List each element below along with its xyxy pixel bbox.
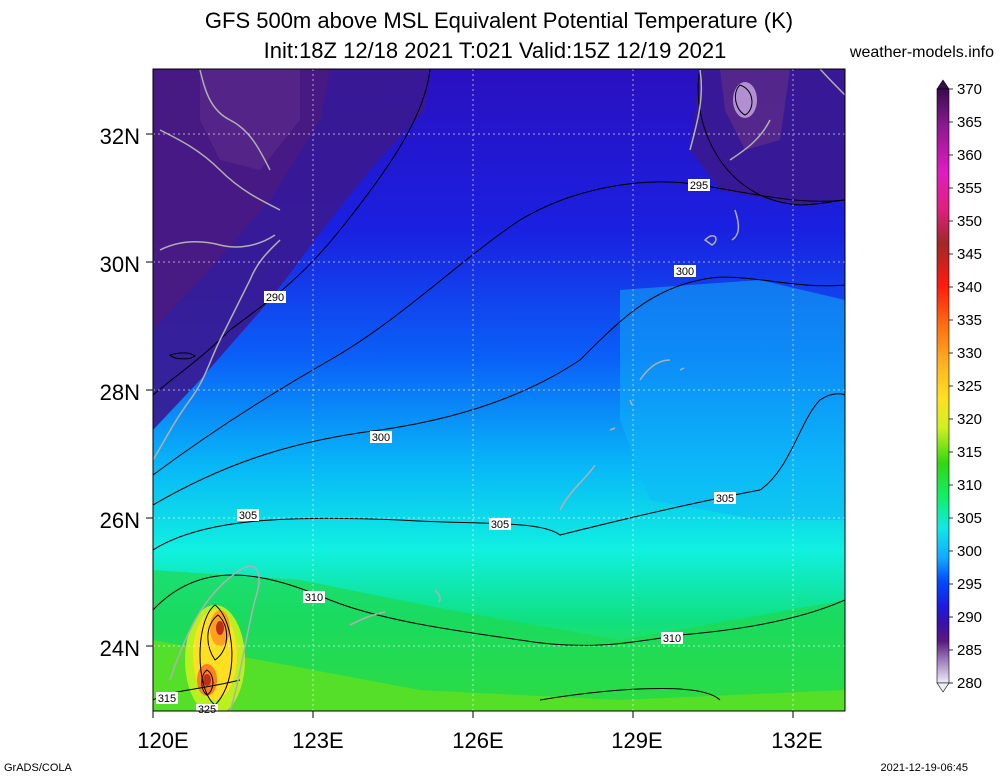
svg-text:310: 310 <box>663 633 681 645</box>
x-axis-labels: 120E 123E 126E 129E 132E <box>137 728 822 753</box>
colorbar-label: 290 <box>957 609 982 626</box>
x-tick: 120E <box>137 728 188 753</box>
ept-field <box>153 69 845 711</box>
contour-labels: 290 295 300 300 305 305 305 310 310 315 … <box>156 179 736 716</box>
contour-label: 310 <box>661 632 683 645</box>
svg-text:315: 315 <box>158 693 176 705</box>
y-tick: 24N <box>100 636 140 661</box>
x-tick: 126E <box>452 728 503 753</box>
colorbar-label: 305 <box>957 510 982 527</box>
svg-text:310: 310 <box>305 592 323 604</box>
svg-text:295: 295 <box>690 180 708 192</box>
colorbar-label: 295 <box>957 576 982 593</box>
colorbar-label: 300 <box>957 543 982 560</box>
colorbar-label: 365 <box>957 114 982 131</box>
contour-label: 305 <box>489 518 511 531</box>
title-line-2: Init:18Z 12/18 2021 T:021 Valid:15Z 12/1… <box>263 38 727 63</box>
colorbar-label: 350 <box>957 213 982 230</box>
footer-timestamp: 2021-12-19-06:45 <box>880 762 968 774</box>
contour-label: 305 <box>714 492 736 505</box>
y-tick: 30N <box>100 252 140 277</box>
colorbar-label: 320 <box>957 411 982 428</box>
contour-label: 300 <box>370 431 392 444</box>
colorbar-label: 330 <box>957 345 982 362</box>
contour-label: 300 <box>674 265 696 278</box>
svg-text:305: 305 <box>716 493 734 505</box>
svg-text:300: 300 <box>372 432 390 444</box>
site-credit: weather-models.info <box>849 44 994 61</box>
y-tick: 26N <box>100 508 140 533</box>
colorbar-label: 345 <box>957 246 982 263</box>
contour-label: 305 <box>237 509 259 522</box>
svg-text:300: 300 <box>676 266 694 278</box>
colorbar-label: 340 <box>957 279 982 296</box>
y-axis-labels: 24N 26N 28N 30N 32N <box>100 124 140 661</box>
x-tick: 123E <box>292 728 343 753</box>
colorbar-label: 310 <box>957 477 982 494</box>
colorbar-label: 315 <box>957 444 982 461</box>
footer-credit: GrADS/COLA <box>4 762 72 774</box>
colorbar-label: 370 <box>957 81 982 98</box>
svg-text:305: 305 <box>239 510 257 522</box>
contour-label: 315 <box>156 692 178 705</box>
svg-text:305: 305 <box>491 519 509 531</box>
svg-text:290: 290 <box>266 292 284 304</box>
colorbar-label: 280 <box>957 675 982 692</box>
colorbar-label: 335 <box>957 312 982 329</box>
contour-label: 295 <box>688 179 710 192</box>
contour-label: 325 <box>196 704 218 716</box>
x-tick: 132E <box>771 728 822 753</box>
colorbar: 370 365 360 355 350 345 340 335 330 325 320 315 310 3… <box>936 79 982 693</box>
contour-label: 310 <box>303 591 325 604</box>
title-line-1: GFS 500m above MSL Equivalent Potential … <box>204 8 794 33</box>
contour-label: 290 <box>264 291 286 304</box>
svg-text:325: 325 <box>198 704 216 716</box>
x-tick: 129E <box>611 728 662 753</box>
colorbar-label: 355 <box>957 180 982 197</box>
colorbar-label: 285 <box>957 642 982 659</box>
y-tick: 32N <box>100 124 140 149</box>
colorbar-label: 325 <box>957 378 982 395</box>
colorbar-label: 360 <box>957 147 982 164</box>
y-tick: 28N <box>100 380 140 405</box>
